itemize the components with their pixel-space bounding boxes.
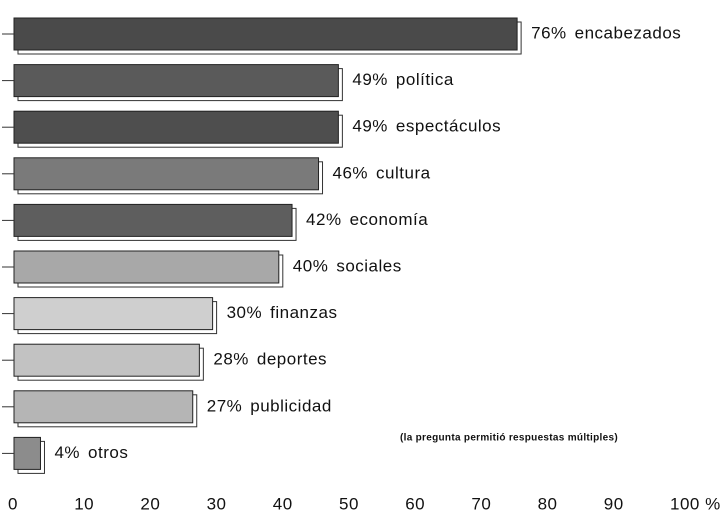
- bar: [13, 157, 320, 191]
- bar: [13, 436, 41, 470]
- value-label: 42%: [306, 210, 342, 229]
- bar: [13, 203, 293, 237]
- bar: [13, 250, 280, 284]
- bar: [13, 390, 194, 424]
- x-tick-label: 10: [74, 494, 94, 513]
- x-tick-label: 90: [604, 494, 624, 513]
- value-label: 49%: [352, 70, 388, 89]
- x-tick-label: 50: [339, 494, 359, 513]
- x-tick-label: 40: [273, 494, 293, 513]
- annotation: (la pregunta permitió respuestas múltipl…: [400, 433, 618, 444]
- bar: [13, 297, 214, 331]
- category-label: deportes: [257, 350, 327, 369]
- x-tick-label: 100 %: [670, 494, 721, 513]
- category-label: encabezados: [575, 23, 682, 42]
- value-label: 28%: [213, 350, 249, 369]
- value-label: 30%: [227, 303, 263, 322]
- value-label: 46%: [333, 163, 369, 182]
- x-tick-label: 80: [538, 494, 558, 513]
- category-label: otros: [88, 443, 128, 462]
- category-label: finanzas: [270, 303, 337, 322]
- value-label: 76%: [531, 23, 567, 42]
- value-label: 49%: [352, 117, 388, 136]
- category-label: publicidad: [250, 396, 332, 415]
- category-label: sociales: [336, 256, 401, 275]
- x-tick-label: 60: [405, 494, 425, 513]
- bar: [13, 343, 200, 377]
- value-label: 4%: [54, 443, 80, 462]
- category-label: cultura: [376, 163, 431, 182]
- x-tick-label: 30: [207, 494, 227, 513]
- x-tick-label: 0: [8, 494, 18, 513]
- bar: [13, 64, 339, 98]
- category-label: economía: [350, 210, 429, 229]
- x-tick-label: 70: [471, 494, 491, 513]
- bar: [13, 17, 518, 51]
- x-tick-label: 20: [140, 494, 160, 513]
- category-label: espectáculos: [396, 117, 501, 136]
- bar: [13, 110, 339, 144]
- category-label: política: [396, 70, 454, 89]
- value-label: 27%: [207, 396, 243, 415]
- value-label: 40%: [293, 256, 329, 275]
